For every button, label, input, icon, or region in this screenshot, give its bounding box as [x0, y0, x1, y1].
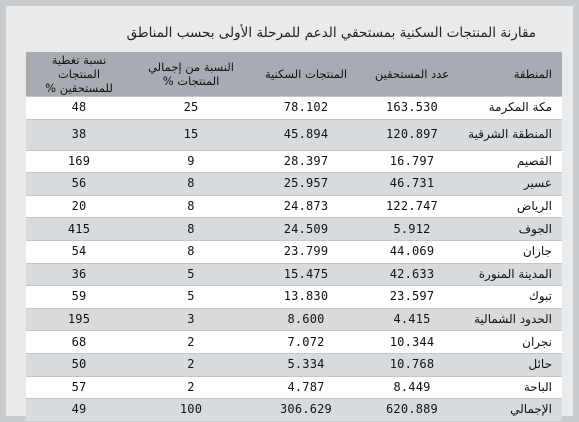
cell-share: 2 [132, 330, 250, 354]
cell-region: المدينة المنورة [462, 262, 562, 286]
cell-share: 8 [132, 239, 250, 264]
table-frame: مقارنة المنتجات السكنية بمستحقي الدعم لل… [6, 6, 573, 421]
cell-share: 3 [132, 307, 250, 331]
cell-share: 5 [132, 262, 250, 286]
cell-coverage: 54 [26, 239, 132, 264]
table-row: المدينة المنورة 42.633 15.475 5 36 [26, 262, 562, 286]
cell-share: 25 [132, 96, 250, 120]
cell-coverage: 20 [26, 194, 132, 218]
cell-share: 8 [132, 217, 250, 241]
cell-coverage: 49 [26, 398, 132, 421]
cell-beneficiaries: 122.747 [362, 194, 462, 218]
cell-share: 9 [132, 149, 250, 173]
cell-beneficiaries: 16.797 [362, 149, 462, 173]
cell-products: 5.334 [250, 352, 362, 377]
cell-products: 24.509 [250, 217, 362, 241]
cell-beneficiaries: 42.633 [362, 262, 462, 286]
cell-share: 8 [132, 172, 250, 196]
header-row: المنطقة عدد المستحقين المنتجات السكنية ا… [26, 52, 562, 97]
table-row: الباحة 8.449 4.787 2 57 [26, 375, 562, 399]
cell-region: حائل [462, 352, 562, 377]
table-row: القصيم 16.797 28.397 9 169 [26, 149, 562, 173]
cell-beneficiaries: 10.768 [362, 352, 462, 377]
cell-region: تبوك [462, 285, 562, 309]
table-row: الإجمالي 620.889 306.629 100 49 [26, 398, 562, 421]
cell-products: 15.475 [250, 262, 362, 286]
table-row: مكة المكرمة 163.530 78.102 25 48 [26, 96, 562, 120]
table-row: جازان 44.069 23.799 8 54 [26, 239, 562, 264]
cell-region: المنطقة الشرقية [462, 118, 562, 151]
cell-beneficiaries: 4.415 [362, 307, 462, 331]
cell-products: 4.787 [250, 375, 362, 399]
cell-coverage: 59 [26, 285, 132, 309]
cell-coverage: 48 [26, 96, 132, 120]
cell-products: 8.600 [250, 307, 362, 331]
cell-beneficiaries: 46.731 [362, 172, 462, 196]
cell-region: مكة المكرمة [462, 96, 562, 120]
cell-beneficiaries: 8.449 [362, 375, 462, 399]
cell-share: 2 [132, 375, 250, 399]
cell-beneficiaries: 163.530 [362, 96, 462, 120]
cell-region: الحدود الشمالية [462, 307, 562, 331]
cell-products: 13.830 [250, 285, 362, 309]
table-row: المنطقة الشرقية 120.897 45.894 15 38 [26, 118, 562, 151]
cell-beneficiaries: 44.069 [362, 239, 462, 264]
cell-coverage: 68 [26, 330, 132, 354]
header-region: المنطقة [462, 52, 562, 97]
cell-region: الرياض [462, 194, 562, 218]
cell-coverage: 415 [26, 217, 132, 241]
cell-region: جازان [462, 239, 562, 264]
cell-region: نجران [462, 330, 562, 354]
cell-share: 5 [132, 285, 250, 309]
table-row: الرياض 122.747 24.873 8 20 [26, 194, 562, 218]
cell-products: 7.072 [250, 330, 362, 354]
table-row: الجوف 5.912 24.509 8 415 [26, 217, 562, 241]
cell-coverage: 195 [26, 307, 132, 331]
cell-products: 45.894 [250, 118, 362, 151]
header-share: النسبة من إجمالي المنتجات % [132, 52, 250, 97]
cell-products: 28.397 [250, 149, 362, 173]
table-row: حائل 10.768 5.334 2 50 [26, 352, 562, 377]
table-body: مكة المكرمة 163.530 78.102 25 48 المنطقة الشر… [26, 96, 562, 421]
cell-beneficiaries: 120.897 [362, 118, 462, 151]
cell-coverage: 38 [26, 118, 132, 151]
cell-coverage: 56 [26, 172, 132, 196]
cell-products: 78.102 [250, 96, 362, 120]
cell-share: 15 [132, 118, 250, 151]
header-beneficiaries: عدد المستحقين [362, 52, 462, 97]
header-products: المنتجات السكنية [250, 52, 362, 97]
table-row: الحدود الشمالية 4.415 8.600 3 195 [26, 307, 562, 331]
header-coverage: نسبة تغطية المنتجات للمستحقين % [26, 52, 132, 97]
table-title: مقارنة المنتجات السكنية بمستحقي الدعم لل… [126, 25, 536, 41]
cell-share: 100 [132, 398, 250, 421]
cell-region: القصيم [462, 149, 562, 173]
cell-region: الإجمالي [462, 398, 562, 421]
cell-beneficiaries: 10.344 [362, 330, 462, 354]
regions-table: المنطقة عدد المستحقين المنتجات السكنية ا… [26, 52, 562, 421]
cell-beneficiaries: 5.912 [362, 217, 462, 241]
cell-region: الباحة [462, 375, 562, 399]
cell-products: 23.799 [250, 239, 362, 264]
cell-coverage: 169 [26, 149, 132, 173]
cell-region: الجوف [462, 217, 562, 241]
cell-share: 2 [132, 352, 250, 377]
table-row: تبوك 23.597 13.830 5 59 [26, 285, 562, 309]
table-row: نجران 10.344 7.072 2 68 [26, 330, 562, 354]
cell-products: 25.957 [250, 172, 362, 196]
cell-beneficiaries: 620.889 [362, 398, 462, 421]
table-row: عسير 46.731 25.957 8 56 [26, 172, 562, 196]
cell-beneficiaries: 23.597 [362, 285, 462, 309]
cell-products: 24.873 [250, 194, 362, 218]
cell-coverage: 50 [26, 352, 132, 377]
cell-share: 8 [132, 194, 250, 218]
cell-region: عسير [462, 172, 562, 196]
cell-coverage: 57 [26, 375, 132, 399]
cell-products: 306.629 [250, 398, 362, 421]
cell-coverage: 36 [26, 262, 132, 286]
